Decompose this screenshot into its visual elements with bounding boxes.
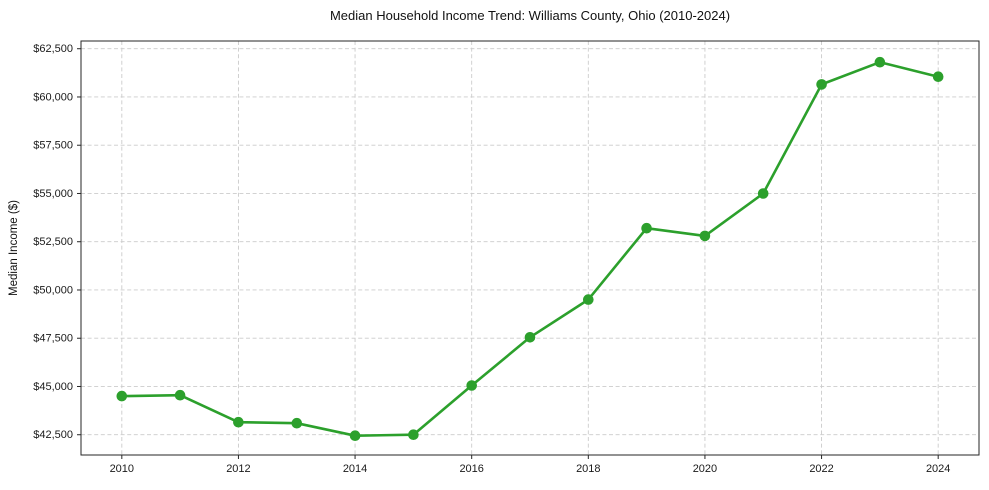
- y-tick-label: $47,500: [33, 333, 73, 345]
- data-point-2018: [583, 294, 594, 305]
- y-tick-label: $42,500: [33, 429, 73, 441]
- data-point-2021: [757, 188, 769, 199]
- data-point-2010: [116, 390, 128, 402]
- data-point-2013: [291, 417, 303, 429]
- x-tick-label: 2018: [576, 463, 600, 475]
- x-tick-label: 2010: [110, 463, 134, 475]
- data-point-2011: [174, 389, 186, 401]
- y-tick-label: $55,000: [33, 188, 73, 200]
- y-tick-label: $57,500: [33, 140, 73, 152]
- data-point-2022: [816, 79, 827, 90]
- x-tick-label: 2022: [809, 463, 833, 475]
- x-tick-label: 2020: [693, 463, 717, 475]
- data-point-2017: [524, 332, 536, 343]
- y-tick-label: $45,000: [33, 381, 73, 393]
- tick-marks: [77, 48, 939, 459]
- data-point-2012: [233, 416, 244, 428]
- y-tick-label: $52,500: [33, 236, 73, 248]
- data-point-2024: [932, 71, 944, 82]
- x-tick-label: 2016: [459, 463, 483, 475]
- y-tick-label: $50,000: [33, 284, 73, 296]
- gridlines: [81, 41, 979, 455]
- tick-labels: $42,500 $45,000 $47,500 $50,000 $52,500 $55,0…: [33, 43, 950, 475]
- x-tick-label: 2012: [226, 463, 250, 475]
- data-point-2020: [699, 230, 711, 242]
- data-point-2019: [641, 222, 652, 234]
- data-point-2014: [349, 430, 361, 442]
- data-point-2023: [874, 56, 886, 68]
- x-tick-label: 2014: [343, 463, 367, 475]
- y-tick-label: $60,000: [33, 91, 73, 103]
- plot-area: [81, 41, 979, 455]
- y-axis-label: Median Income ($): [8, 200, 20, 296]
- y-tick-label: $62,500: [33, 43, 73, 55]
- chart-title: Median Household Income Trend: Williams …: [329, 8, 731, 23]
- data-point-2015: [408, 429, 419, 441]
- data-point-2016: [466, 380, 478, 391]
- x-tick-label: 2024: [926, 463, 950, 475]
- plot-border: [80, 40, 980, 456]
